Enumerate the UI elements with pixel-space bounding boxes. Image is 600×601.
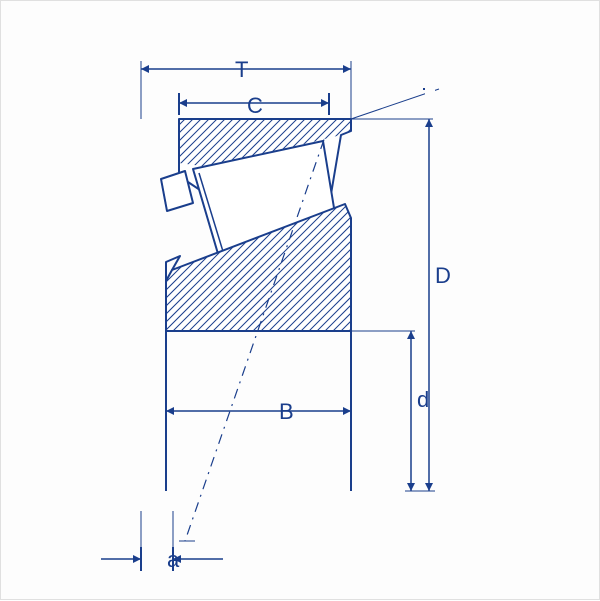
label-B: B [279,399,294,425]
label-T: T [235,57,248,83]
bearing-diagram: T C B D d a [0,0,600,600]
label-d: d [417,387,429,413]
label-D: D [435,263,451,289]
label-C: C [247,93,263,119]
label-a: a [167,547,179,573]
diagram-svg [1,1,600,601]
